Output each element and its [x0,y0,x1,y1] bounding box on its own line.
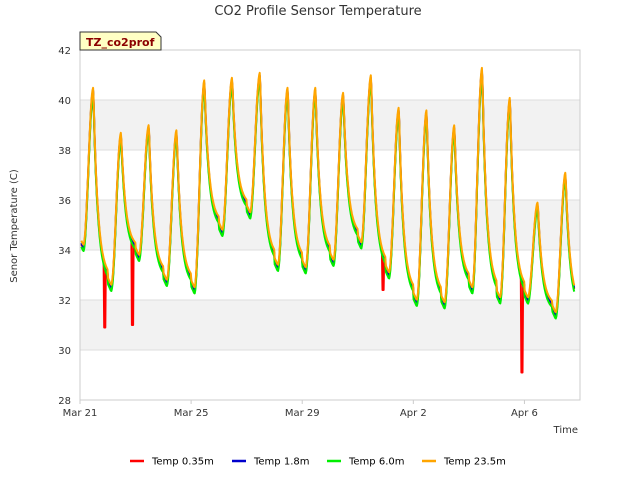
x-axis-label: Time [553,425,578,436]
station-tag-label: TZ_co2prof [86,36,155,49]
grid-band [80,100,580,150]
legend-label: Temp 1.8m [253,457,309,468]
y-axis: 28 30 32 34 36 38 40 42 [58,46,71,407]
legend-label: Temp 0.35m [151,457,214,468]
y-tick-label: 30 [58,346,71,357]
legend-label: Temp 23.5m [443,457,506,468]
x-tick-label: Mar 25 [174,408,209,419]
y-tick-label: 28 [58,396,71,407]
plot-frame [79,49,581,401]
y-tick-label: 36 [58,196,71,207]
y-tick-label: 32 [58,296,71,307]
grid-band [80,300,580,350]
legend-label: Temp 6.0m [348,457,404,468]
x-tick-label: Mar 21 [63,408,98,419]
y-tick-label: 34 [58,246,71,257]
y-tick-label: 40 [58,96,71,107]
grid-bands [80,100,580,350]
x-axis: Mar 21 Mar 25 Mar 29 Apr 2 Apr 6 [63,400,538,419]
y-tick-label: 38 [58,146,71,157]
legend: Temp 0.35m Temp 1.8m Temp 6.0m Temp 23.5m [130,457,506,468]
series-lines [80,66,576,374]
x-tick-label: Mar 29 [285,408,320,419]
y-tick-label: 42 [58,46,71,57]
x-tick-label: Apr 2 [400,408,427,419]
series-line [80,66,576,314]
grid-band [80,200,580,250]
series-line [80,73,576,320]
y-axis-label: Senor Temperature (C) [9,169,20,283]
x-tick-label: Apr 6 [511,408,538,419]
station-tag: TZ_co2prof [79,31,162,51]
chart-title: CO2 Profile Sensor Temperature [214,4,421,19]
